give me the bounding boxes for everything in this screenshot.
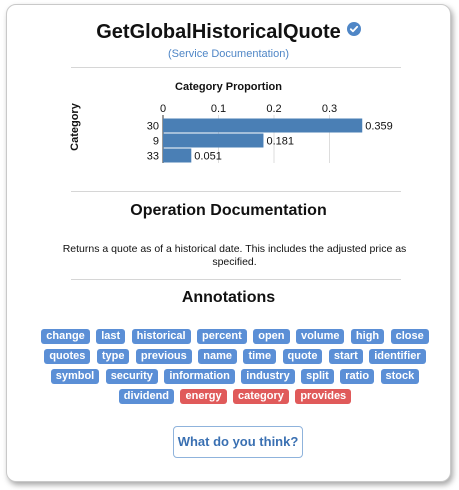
- value-label: 0.181: [266, 136, 294, 148]
- annotation-tag[interactable]: dividend: [118, 389, 175, 405]
- annotation-tag[interactable]: close: [390, 329, 429, 345]
- x-tick-label: 0: [160, 103, 166, 115]
- bar: [163, 148, 192, 163]
- annotation-tag[interactable]: split: [301, 369, 334, 385]
- service-documentation-link[interactable]: (Service Documentation): [167, 48, 290, 60]
- bar: [163, 133, 264, 148]
- chart-title: Category Proportion: [175, 81, 282, 93]
- bar: [163, 118, 363, 133]
- annotation-tag[interactable]: volume: [295, 329, 345, 345]
- annotation-tag[interactable]: quote: [282, 349, 323, 365]
- annotation-tag[interactable]: last: [96, 329, 126, 345]
- annotation-tag[interactable]: time: [243, 349, 277, 365]
- service-card: GetGlobalHistoricalQuote (Service Docume…: [6, 4, 451, 482]
- value-label: 0.051: [194, 151, 222, 163]
- annotation-tag[interactable]: high: [350, 329, 385, 345]
- annotation-tag[interactable]: quotes: [44, 349, 91, 365]
- x-tick-label: 0.2: [266, 103, 281, 115]
- annotation-tag[interactable]: provides: [295, 389, 352, 405]
- verified-check-icon: [346, 22, 361, 41]
- category-label: 30: [147, 121, 159, 133]
- annotation-tag[interactable]: information: [164, 369, 235, 385]
- annotation-tag[interactable]: identifier: [369, 349, 426, 365]
- annotation-tag[interactable]: percent: [197, 329, 247, 345]
- annotation-tag[interactable]: industry: [241, 369, 295, 385]
- annotation-tag[interactable]: category: [233, 389, 289, 405]
- annotation-tag[interactable]: open: [253, 329, 290, 345]
- page-title: GetGlobalHistoricalQuote: [96, 21, 341, 43]
- annotation-tag[interactable]: change: [41, 329, 90, 345]
- x-tick-label: 0.1: [211, 103, 226, 115]
- annotation-tag[interactable]: type: [96, 349, 130, 365]
- category-proportion-chart: 0 0.1 0.2 0.3 30 0.359 9 0.181 33 0.051: [147, 103, 393, 163]
- annotation-tags: change last historical percent open volu…: [35, 327, 435, 407]
- annotation-tag[interactable]: historical: [131, 329, 191, 345]
- annotation-tag[interactable]: ratio: [340, 369, 375, 385]
- value-label: 0.359: [365, 121, 393, 133]
- category-label: 9: [153, 136, 159, 148]
- divider: [71, 279, 401, 280]
- divider: [71, 67, 401, 68]
- annotation-tag[interactable]: name: [198, 349, 237, 365]
- annotations-heading: Annotations: [181, 289, 276, 306]
- operation-description: Returns a quote as of a historical date.…: [62, 243, 407, 268]
- annotation-tag[interactable]: start: [328, 349, 363, 365]
- category-label: 33: [147, 151, 159, 163]
- annotation-tag[interactable]: symbol: [50, 369, 100, 385]
- x-tick-label: 0.3: [322, 103, 337, 115]
- annotation-tag[interactable]: energy: [180, 389, 227, 405]
- annotation-tag[interactable]: previous: [135, 349, 192, 365]
- divider: [71, 191, 401, 192]
- annotation-tag[interactable]: security: [105, 369, 158, 385]
- title-row: GetGlobalHistoricalQuote: [7, 21, 450, 44]
- feedback-button[interactable]: What do you think?: [173, 426, 303, 458]
- operation-heading: Operation Documentation: [130, 202, 327, 219]
- annotation-tag[interactable]: stock: [380, 369, 420, 385]
